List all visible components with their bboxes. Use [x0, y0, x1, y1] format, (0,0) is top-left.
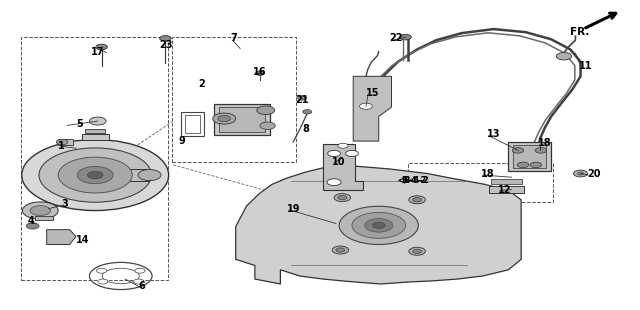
Circle shape [298, 96, 307, 100]
Circle shape [365, 219, 393, 232]
Circle shape [39, 148, 152, 202]
Circle shape [58, 157, 132, 193]
Circle shape [517, 162, 529, 168]
Circle shape [530, 162, 541, 168]
Circle shape [88, 171, 103, 179]
Circle shape [303, 110, 312, 114]
Circle shape [26, 223, 39, 229]
Circle shape [22, 202, 58, 219]
Text: 18: 18 [481, 169, 495, 179]
Circle shape [372, 222, 385, 228]
Circle shape [327, 179, 341, 186]
FancyBboxPatch shape [82, 134, 109, 140]
FancyBboxPatch shape [491, 179, 522, 184]
Circle shape [135, 268, 145, 273]
Text: 22: 22 [389, 33, 403, 43]
Circle shape [409, 196, 426, 204]
Text: 4: 4 [28, 216, 35, 226]
Circle shape [339, 206, 419, 245]
Text: 10: 10 [332, 157, 345, 167]
Text: 17: 17 [92, 46, 105, 57]
Text: 5: 5 [76, 119, 83, 129]
Polygon shape [47, 230, 76, 245]
Text: 8: 8 [302, 124, 309, 134]
Polygon shape [353, 76, 392, 141]
FancyBboxPatch shape [35, 216, 53, 220]
Text: 6: 6 [138, 281, 145, 291]
Circle shape [134, 279, 144, 284]
FancyBboxPatch shape [508, 142, 551, 171]
Text: 7: 7 [230, 33, 237, 43]
FancyBboxPatch shape [214, 104, 270, 135]
Text: 14: 14 [76, 235, 90, 245]
Text: 2: 2 [198, 79, 205, 89]
Circle shape [257, 106, 275, 115]
Circle shape [512, 148, 524, 153]
Circle shape [338, 143, 348, 148]
Circle shape [360, 103, 372, 109]
Text: 1: 1 [58, 141, 65, 151]
Circle shape [346, 150, 358, 157]
Circle shape [30, 206, 51, 215]
Text: 9: 9 [178, 136, 185, 146]
Circle shape [255, 71, 264, 75]
FancyBboxPatch shape [513, 145, 546, 168]
FancyBboxPatch shape [58, 139, 74, 145]
FancyBboxPatch shape [219, 107, 265, 132]
Circle shape [56, 139, 68, 145]
Circle shape [212, 113, 236, 124]
Polygon shape [323, 144, 364, 189]
Circle shape [400, 34, 412, 40]
FancyBboxPatch shape [131, 169, 150, 181]
Circle shape [77, 166, 113, 184]
Circle shape [260, 122, 275, 129]
Text: 12: 12 [497, 184, 511, 195]
Circle shape [577, 172, 584, 175]
Text: B-4-2: B-4-2 [403, 176, 429, 185]
Circle shape [413, 249, 422, 254]
Circle shape [218, 116, 230, 122]
Text: 19: 19 [287, 204, 300, 214]
Circle shape [338, 195, 347, 200]
Circle shape [413, 197, 422, 202]
FancyBboxPatch shape [85, 129, 106, 133]
Circle shape [98, 279, 108, 284]
Circle shape [334, 193, 351, 202]
Text: 11: 11 [579, 60, 592, 70]
Text: 3: 3 [61, 199, 68, 209]
Circle shape [97, 268, 107, 273]
Circle shape [535, 148, 547, 153]
Circle shape [332, 246, 349, 254]
Text: 16: 16 [253, 67, 266, 77]
Text: 13: 13 [487, 129, 501, 139]
Text: 21: 21 [296, 95, 309, 105]
Circle shape [138, 170, 161, 181]
Polygon shape [236, 166, 521, 284]
Circle shape [328, 150, 340, 157]
Text: FR.: FR. [570, 27, 589, 37]
Circle shape [22, 140, 169, 210]
Circle shape [336, 248, 345, 252]
Text: 20: 20 [587, 169, 600, 179]
FancyBboxPatch shape [489, 186, 524, 193]
Text: 15: 15 [366, 88, 380, 98]
Text: 18: 18 [538, 138, 552, 148]
Circle shape [573, 170, 588, 177]
Text: B-4-2: B-4-2 [402, 176, 427, 185]
Circle shape [352, 212, 406, 238]
Circle shape [160, 36, 172, 41]
Circle shape [556, 52, 572, 60]
Circle shape [409, 247, 426, 255]
Text: 23: 23 [159, 39, 173, 50]
Circle shape [96, 44, 108, 50]
Circle shape [90, 117, 106, 125]
